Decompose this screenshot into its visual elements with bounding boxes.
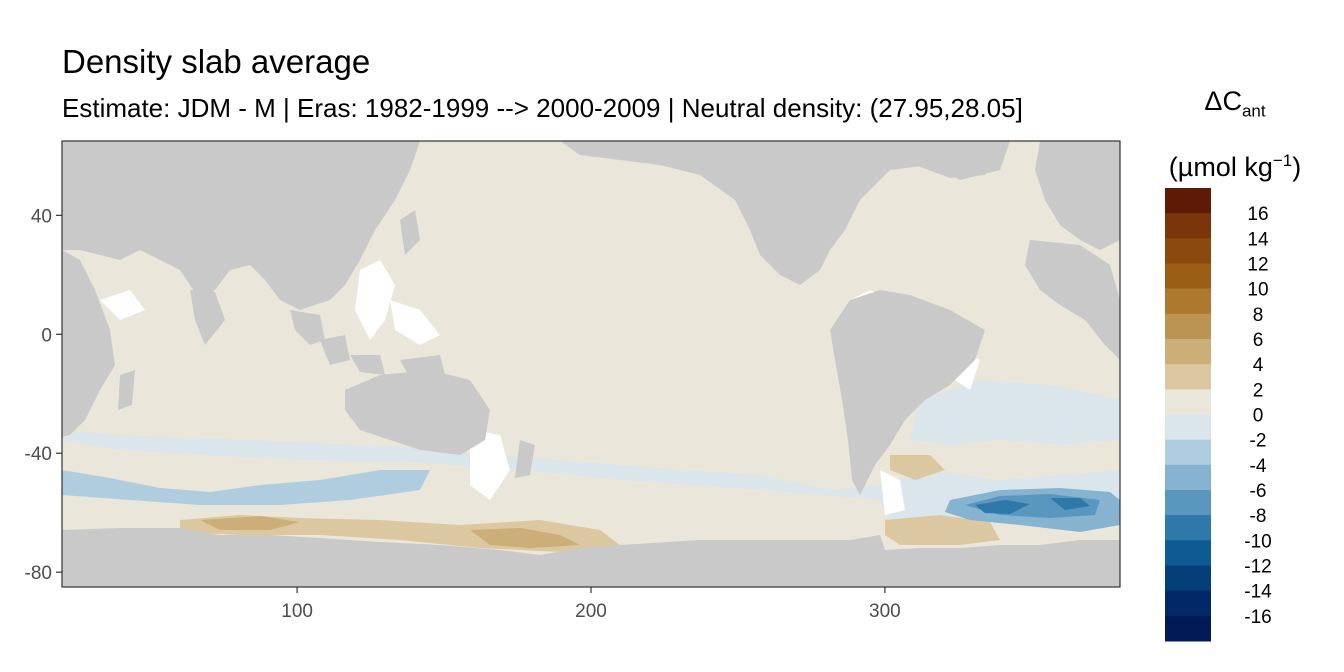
legend-swatch — [1165, 389, 1211, 415]
legend-label: 8 — [1253, 305, 1264, 326]
legend-swatch — [1165, 414, 1211, 441]
legend-unit: (µmol kg−1) — [1168, 151, 1302, 183]
land-africa-east — [1025, 240, 1120, 360]
y-axis: 40 0 -40 -80 — [25, 206, 62, 584]
legend-symbol: ΔC — [1204, 86, 1242, 116]
legend-label: 10 — [1247, 280, 1268, 301]
legend-swatch — [1165, 439, 1211, 466]
legend-swatch — [1165, 188, 1211, 214]
legend-swatch — [1165, 238, 1211, 264]
legend-label: 6 — [1253, 330, 1264, 351]
legend-label: -10 — [1244, 531, 1271, 552]
legend-label: -12 — [1244, 557, 1271, 578]
legend-swatch — [1165, 263, 1211, 290]
land-north-america — [560, 141, 1010, 285]
land-madagascar — [118, 370, 135, 410]
land-south-america — [830, 290, 985, 495]
legend-label: 2 — [1253, 380, 1264, 401]
land-europe — [1035, 141, 1120, 250]
land-asia — [62, 141, 420, 310]
plot-title: Density slab average — [62, 43, 371, 80]
land — [62, 141, 1120, 587]
legend-label: 16 — [1247, 204, 1268, 225]
weddell-gyre-deep — [975, 498, 1090, 514]
legend-label: -16 — [1244, 607, 1271, 628]
legend-label: -6 — [1250, 481, 1267, 502]
legend-swatch — [1165, 515, 1211, 541]
legend-swatch — [1165, 540, 1211, 566]
land-greenland — [900, 141, 1010, 178]
legend-swatch — [1165, 464, 1211, 491]
legend-swatch — [1165, 364, 1211, 390]
legend-swatch — [1165, 339, 1211, 365]
legend-symbol-sub: ant — [1241, 101, 1266, 121]
land-africa — [62, 250, 115, 437]
x-tick-label: 200 — [575, 601, 607, 622]
plot-subtitle: Estimate: JDM - M | Eras: 1982-1999 --> … — [62, 93, 1023, 123]
legend-swatch — [1165, 615, 1211, 642]
legend-label: 14 — [1247, 229, 1269, 250]
legend-label: 0 — [1253, 406, 1264, 427]
legend-label: -4 — [1250, 456, 1267, 477]
x-tick-label: 100 — [281, 601, 313, 622]
map-panel — [62, 141, 1120, 587]
land-australia — [345, 370, 490, 455]
x-tick-label: 300 — [869, 601, 901, 622]
legend-swatch — [1165, 590, 1211, 617]
land-japan — [400, 210, 420, 255]
land-indonesia — [320, 335, 445, 378]
weddell-shelf-tan — [885, 455, 1000, 545]
y-tick-label: -40 — [25, 444, 52, 465]
y-tick-label: 0 — [41, 325, 52, 346]
legend-colorbar: 16 14 12 10 8 6 4 2 0 -2 -4 -6 -8 -10 -12 -14 -16 — [1165, 188, 1272, 642]
south-atlantic-blue — [910, 380, 1120, 445]
legend-label: -2 — [1250, 431, 1267, 452]
land-new-zealand — [515, 440, 535, 478]
legend-swatch — [1165, 213, 1211, 239]
antarctic-margin-brown — [200, 516, 580, 548]
legend-swatch — [1165, 490, 1211, 516]
legend-label: -14 — [1244, 582, 1272, 603]
x-axis: 100 200 300 — [281, 587, 901, 622]
legend-label: 4 — [1253, 355, 1264, 376]
southern-ocean-band — [62, 430, 1120, 520]
y-tick-label: 40 — [31, 206, 52, 227]
legend-swatch — [1165, 565, 1211, 592]
legend-label: 12 — [1247, 255, 1268, 276]
legend-title: ΔCant (µmol kg−1) — [1150, 84, 1320, 184]
legend-swatch — [1165, 313, 1211, 340]
land-india — [190, 290, 225, 345]
legend-swatch — [1165, 288, 1211, 315]
land-se-asia — [290, 310, 325, 345]
y-tick-label: -80 — [25, 563, 52, 584]
indian-sector-blue — [62, 470, 430, 505]
land-antarctica — [62, 528, 1120, 587]
legend-label: -8 — [1250, 506, 1267, 527]
